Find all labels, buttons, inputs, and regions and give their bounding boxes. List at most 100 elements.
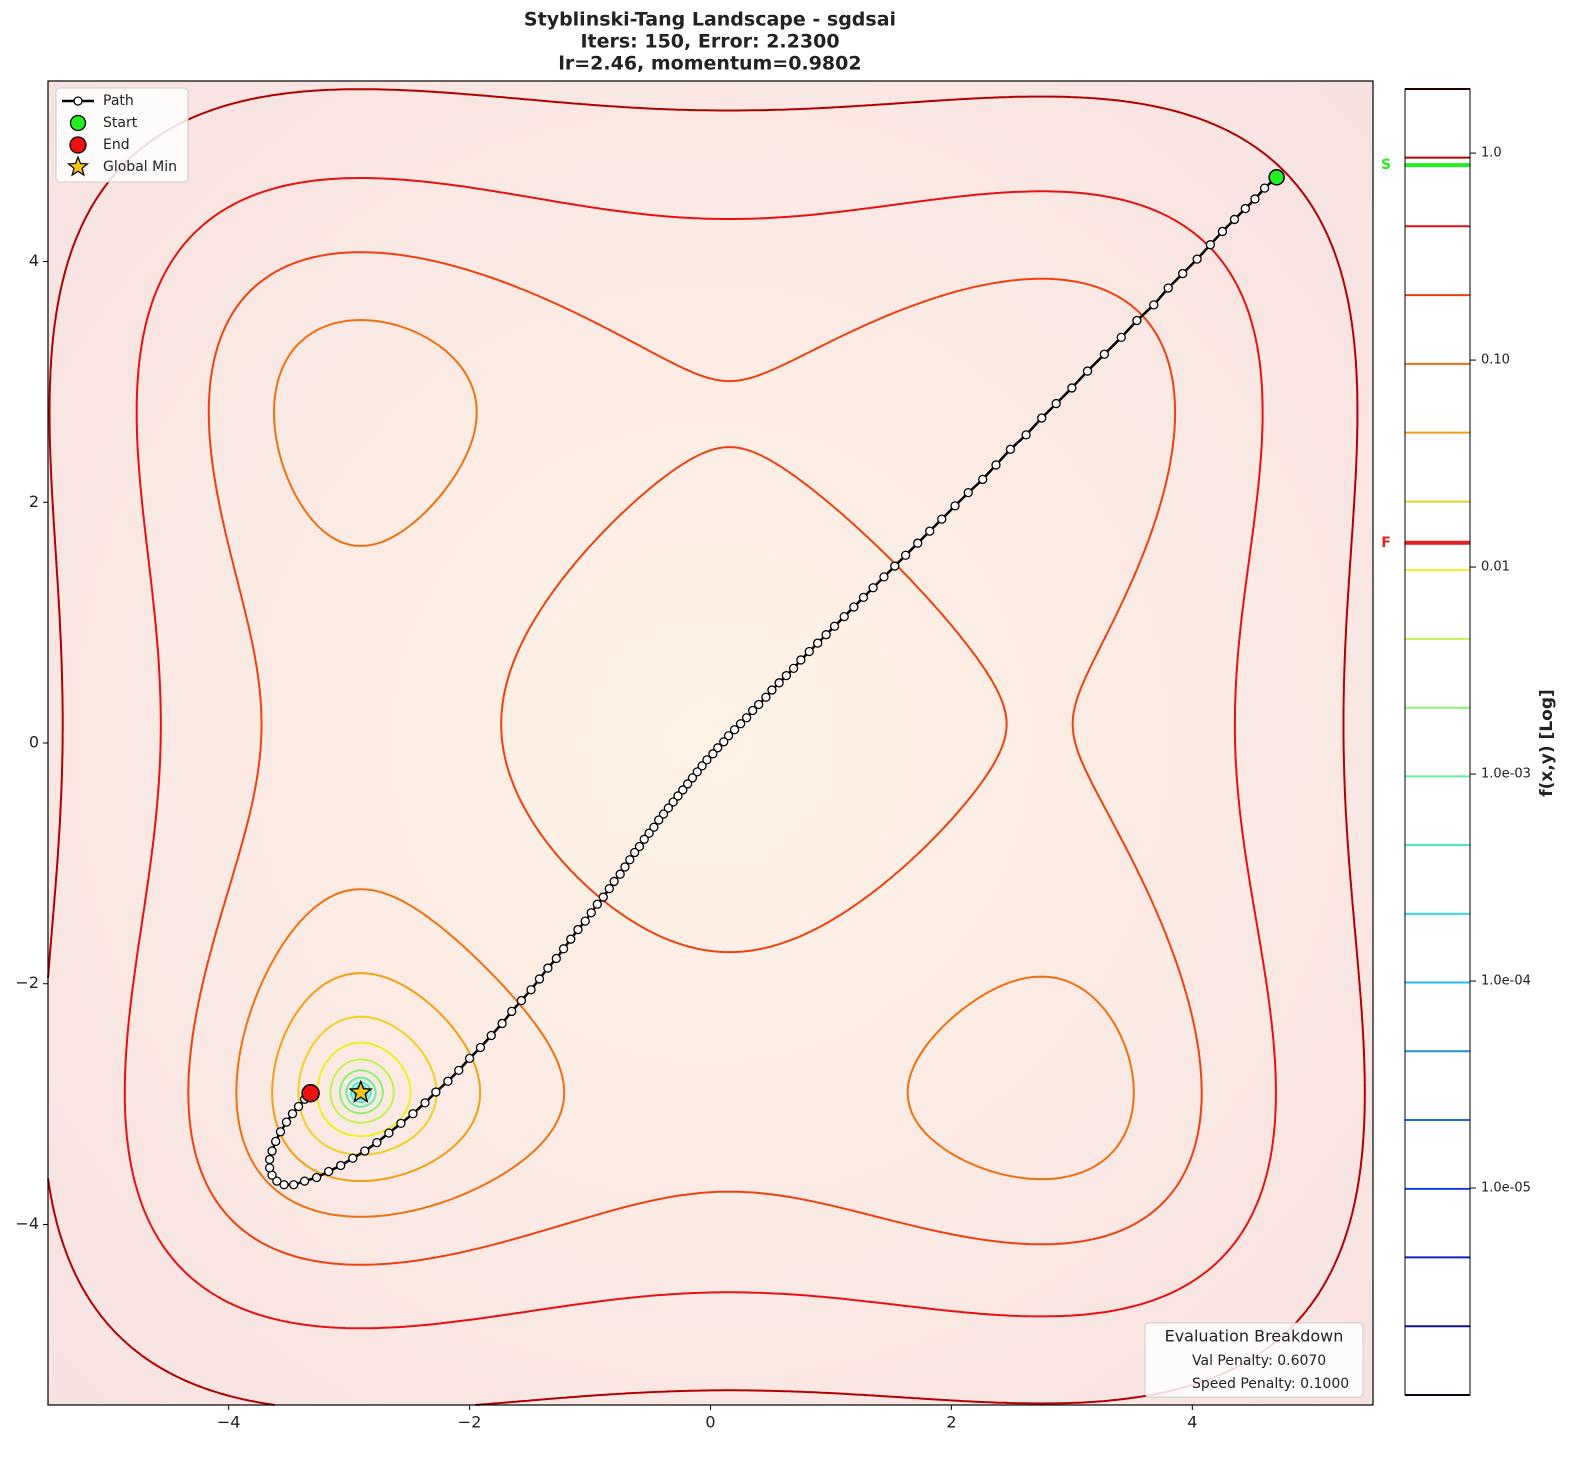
annotation-title: Evaluation Breakdown: [1165, 1327, 1344, 1346]
legend-label: Start: [103, 115, 138, 131]
path-point: [692, 767, 702, 777]
colorbar-tick-label: 1.0e-05: [1481, 1181, 1531, 1196]
path-point: [829, 621, 840, 631]
path-point: [431, 1087, 441, 1097]
path-point: [1178, 268, 1188, 279]
path-point: [384, 1128, 394, 1138]
path-point: [913, 538, 923, 548]
path-point: [839, 611, 849, 622]
path-point: [761, 692, 771, 702]
path-point: [821, 630, 831, 640]
path-point: [609, 876, 619, 887]
path-point: [420, 1098, 430, 1108]
path-point: [464, 1053, 475, 1064]
path-point: [293, 1101, 304, 1112]
path-point: [963, 487, 973, 498]
path-point: [604, 883, 614, 894]
path-point: [272, 1176, 282, 1186]
x-tick-label: 2: [946, 1413, 956, 1432]
path-point: [264, 1163, 275, 1173]
path-point: [558, 944, 569, 954]
path-point: [673, 791, 683, 801]
path-point: [754, 699, 764, 710]
path-point: [534, 974, 545, 984]
path-point: [978, 474, 988, 485]
path-point: [678, 785, 688, 795]
path-point: [950, 501, 960, 511]
path-point: [788, 663, 799, 674]
path-point: [629, 847, 640, 858]
path-point: [708, 749, 718, 759]
path-point: [1132, 315, 1142, 326]
path-point: [324, 1166, 334, 1177]
annotation-line: Val Penalty: 0.6070: [1192, 1353, 1326, 1369]
path-point: [991, 460, 1001, 470]
contour-line: [329, 1058, 395, 1124]
path-point: [890, 561, 900, 571]
legend-start-swatch: [69, 114, 87, 132]
legend-path-swatch: [73, 96, 83, 106]
path-point: [507, 1006, 517, 1017]
colorbar-marker-label: S: [1381, 157, 1391, 173]
path-point: [649, 822, 659, 832]
path-point: [625, 855, 635, 865]
path-point: [858, 592, 869, 603]
path-point: [580, 916, 590, 926]
contour-line: [345, 1076, 377, 1108]
path-point: [516, 995, 527, 1006]
path-point: [1005, 444, 1016, 454]
path-point: [1217, 226, 1228, 237]
chart-subtitle: lr=2.46, momentum=0.9802: [558, 53, 861, 75]
y-tick-label: −4: [15, 1214, 39, 1233]
path-point: [644, 828, 654, 838]
start-marker: [1268, 169, 1285, 186]
contour-line: [123, 177, 1277, 1330]
colorbar: [1405, 89, 1470, 1395]
path-point: [299, 1176, 310, 1186]
path-point: [634, 841, 645, 852]
global-min-marker: [348, 1079, 373, 1103]
path-point: [1116, 332, 1126, 343]
path-point: [1149, 300, 1159, 310]
y-tick-label: 0: [29, 733, 39, 752]
path-point: [1099, 349, 1110, 359]
path-point: [279, 1180, 289, 1190]
x-tick-label: −2: [458, 1413, 482, 1432]
path-point: [748, 705, 758, 716]
path-point: [526, 985, 536, 995]
path-point: [598, 892, 608, 902]
y-tick-label: 4: [29, 251, 39, 270]
legend-label: Global Min: [103, 159, 177, 175]
path-point: [360, 1146, 370, 1156]
path-point: [592, 899, 602, 909]
contour-line: [187, 251, 1203, 1266]
y-tick-label: 2: [29, 492, 39, 511]
path-point: [729, 725, 740, 735]
path-point: [796, 655, 806, 665]
colorbar-tick-label: 0.01: [1481, 560, 1510, 575]
path-point: [311, 1172, 322, 1183]
annotation-line: Speed Penalty: 0.1000: [1192, 1376, 1349, 1392]
y-tick-label: −2: [15, 973, 39, 992]
legend-label: Path: [103, 93, 134, 109]
path-point: [1229, 214, 1240, 225]
colorbar-tick-label: 1.0: [1481, 146, 1502, 161]
path-point: [348, 1153, 358, 1163]
annotation-box: [1144, 1322, 1364, 1398]
path-point: [408, 1109, 418, 1119]
path-point: [620, 862, 630, 872]
colorbar-tick-label: 0.10: [1481, 353, 1510, 368]
path-point: [287, 1109, 298, 1119]
path-point: [275, 1127, 286, 1137]
colorbar-tick-label: 1.0e-04: [1481, 974, 1531, 989]
path-point: [781, 670, 792, 681]
path-point: [1259, 183, 1270, 193]
colorbar-tick-label: 1.0e-03: [1481, 767, 1531, 782]
path-point: [443, 1076, 453, 1086]
path-point: [741, 713, 752, 723]
path-point: [1082, 366, 1093, 376]
path-point: [1051, 398, 1061, 409]
colorbar-frame: [1404, 88, 1471, 1396]
path-point: [573, 924, 583, 935]
path-point: [658, 809, 669, 819]
